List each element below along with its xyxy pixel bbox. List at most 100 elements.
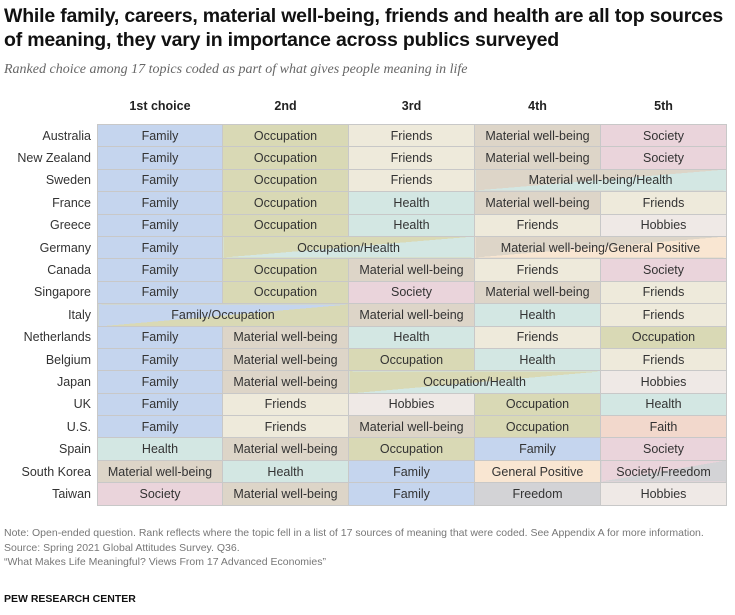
rank-cell: Material well-being [222, 325, 349, 349]
table-row: Netherlands Family Material well-being Heal… [0, 325, 727, 349]
table-row: South Korea Material well-being Health Fami… [0, 459, 727, 484]
rank-cell: Health [600, 392, 727, 417]
rank-cell: Occupation [222, 168, 349, 193]
rank-cell: Family [97, 168, 223, 193]
ranking-table: 1st choice 2nd 3rd 4th 5th Australia Family Oc… [0, 96, 727, 506]
rank-cell: Occupation [222, 258, 349, 282]
rank-cell: Society [600, 258, 727, 282]
rank-cell: Occupation [222, 146, 349, 170]
rank-cell: Occupation/Health [222, 235, 475, 260]
rank-cell: Friends [348, 123, 475, 148]
rank-cell: Society [97, 482, 223, 506]
rank-cell: Society [600, 123, 727, 148]
rank-cell: Friends [600, 191, 727, 215]
country-label: UK [73, 397, 91, 412]
table-row: Belgium Family Material well-being Occupati… [0, 347, 727, 372]
country-label: New Zealand [17, 151, 91, 166]
rank-cell: Occupation [348, 437, 475, 461]
table-row: Canada Family Occupation Material well-bein… [0, 258, 727, 282]
country-label: Canada [47, 263, 91, 278]
country-label: South Korea [21, 464, 92, 479]
country-label: Australia [42, 128, 91, 143]
country-label: Greece [50, 218, 91, 233]
rank-cell: Occupation [222, 213, 349, 237]
rank-cell: Material well-being [222, 437, 349, 461]
note-text: Note: Open-ended question. Rank reflects… [4, 527, 704, 539]
table-row: Greece Family Occupation Health Friends Hobbi… [0, 213, 727, 237]
rank-cell: Friends [600, 303, 727, 327]
rank-cell: Friends [348, 146, 475, 170]
source-text: Source: Spring 2021 Global Attitudes Sur… [4, 541, 240, 554]
country-label: Spain [59, 442, 91, 457]
rank-cell: Health [474, 303, 601, 327]
rank-cell: Family [97, 325, 223, 349]
rank-cell: Occupation [222, 123, 349, 148]
table-row: Germany Family Occupation/Health Material w… [0, 235, 727, 260]
rank-cell: Occupation [348, 347, 475, 372]
rank-cell: Hobbies [600, 213, 727, 237]
rank-cell: Friends [600, 280, 727, 305]
table-row: Singapore Family Occupation Society Material… [0, 280, 727, 305]
table-row: U.S. Family Friends Material well-being Occu… [0, 415, 727, 439]
rank-cell: Material well-being [348, 258, 475, 282]
rank-cell: Occupation [222, 280, 349, 305]
rank-cell: Material well-being [97, 459, 223, 484]
country-label: Italy [68, 307, 91, 322]
country-label: Belgium [45, 352, 91, 367]
rank-cell: Material well-being [222, 482, 349, 506]
report-title: “What Makes Life Meaningful? Views From … [4, 556, 326, 568]
table-row: New Zealand Family Occupation Friends Materi… [0, 146, 727, 170]
rank-cell: Family/Occupation [97, 303, 349, 327]
rank-cell: Occupation/Health [348, 370, 601, 394]
table-row: Spain Health Material well-being Occupation… [0, 437, 727, 461]
table-row: France Family Occupation Health Material wel… [0, 191, 727, 215]
rank-cell: Health [97, 437, 223, 461]
rank-cell: Family [97, 392, 223, 417]
rank-cell: Material well-being/Health [474, 168, 727, 193]
rank-cell: Society [348, 280, 475, 305]
rank-cell: Hobbies [600, 482, 727, 506]
rank-cell: Society [600, 146, 727, 170]
corner-header [0, 96, 98, 116]
rank-cell: Friends [474, 325, 601, 349]
table-row: Australia Family Occupation Friends Material… [0, 123, 727, 148]
rank-cell: Family [97, 347, 223, 372]
country-label: France [52, 195, 91, 210]
country-label: Singapore [34, 285, 91, 300]
column-header: 3rd [401, 99, 422, 113]
column-header: 1st choice [129, 99, 191, 113]
table-row: UK Family Friends Hobbies Occupation Health [0, 392, 727, 417]
rank-cell: Material well-being [474, 191, 601, 215]
rank-cell: Family [97, 146, 223, 170]
rank-cell: Faith [600, 415, 727, 439]
table-row: Italy Family/Occupation Material well-bein… [0, 303, 727, 327]
rank-cell: Friends [600, 347, 727, 372]
rank-cell: Material well-being [222, 347, 349, 372]
column-header: 4th [528, 99, 547, 113]
rank-cell: Family [348, 482, 475, 506]
rank-cell: Family [97, 258, 223, 282]
rank-cell: Family [97, 235, 223, 260]
rank-cell: Occupation [600, 325, 727, 349]
country-label: Netherlands [23, 330, 91, 345]
brand-logo: PEW RESEARCH CENTER [4, 593, 136, 605]
chart-subtitle: Ranked choice among 17 topics coded as p… [4, 62, 468, 77]
rank-cell: Family [97, 370, 223, 394]
rank-cell: Friends [222, 392, 349, 417]
rank-cell: Material well-being [348, 303, 475, 327]
country-label: U.S. [66, 419, 91, 434]
rank-cell: Material well-being [222, 370, 349, 394]
rank-cell: Material well-being [474, 280, 601, 305]
rank-cell: Society/Freedom [600, 459, 727, 484]
country-label: Taiwan [52, 486, 91, 501]
rank-cell: Hobbies [348, 392, 475, 417]
rank-cell: Material well-being [474, 146, 601, 170]
rank-cell: Family [348, 459, 475, 484]
rank-cell: Occupation [474, 415, 601, 439]
rank-cell: Health [348, 191, 475, 215]
column-header: 5th [654, 99, 673, 113]
rank-cell: Family [97, 213, 223, 237]
country-label: Sweden [45, 173, 91, 188]
rank-cell: Occupation [222, 191, 349, 215]
rank-cell: Material well-being [348, 415, 475, 439]
